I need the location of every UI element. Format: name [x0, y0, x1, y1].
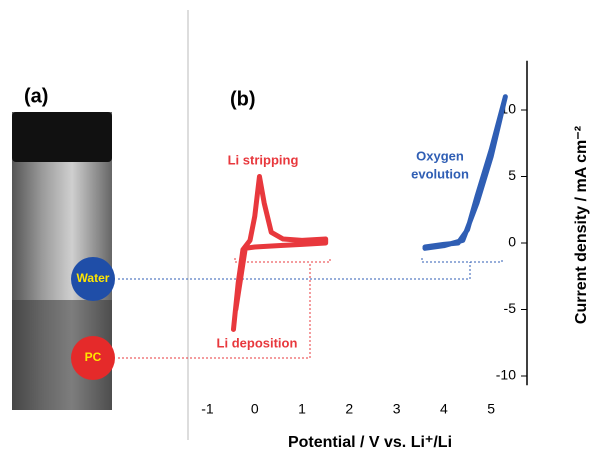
y-tick-label: 0 — [508, 234, 516, 250]
x-tick-label: 2 — [345, 401, 353, 417]
x-tick-label: -1 — [201, 401, 214, 417]
x-axis-label: Potential / V vs. Li⁺/Li — [288, 434, 452, 451]
y-tick-label: 5 — [508, 167, 516, 183]
vial-cap — [12, 112, 112, 162]
figure: (a) (b) Water PC Li stripping Oxygen evo… — [0, 0, 597, 461]
annotation: Li deposition — [217, 335, 298, 350]
y-tick-label: -5 — [504, 300, 517, 316]
annotation: Oxygen — [416, 148, 464, 163]
x-tick-label: 1 — [298, 401, 306, 417]
photo-label: PC — [85, 350, 102, 364]
y-axis-label: Current density / mA cm⁻² — [573, 126, 590, 324]
photo-label: Water — [77, 271, 110, 285]
x-tick-label: 0 — [251, 401, 259, 417]
panel-label: (a) — [24, 85, 48, 107]
x-tick-label: 3 — [393, 401, 401, 417]
annotation: Li stripping — [228, 152, 299, 167]
x-tick-label: 4 — [440, 401, 448, 417]
curve — [233, 177, 325, 330]
annotation: evolution — [411, 166, 469, 181]
x-tick-label: 5 — [487, 401, 495, 417]
connectors — [118, 258, 502, 358]
y-tick-label: -10 — [496, 367, 516, 383]
panel-label: (b) — [230, 88, 256, 110]
